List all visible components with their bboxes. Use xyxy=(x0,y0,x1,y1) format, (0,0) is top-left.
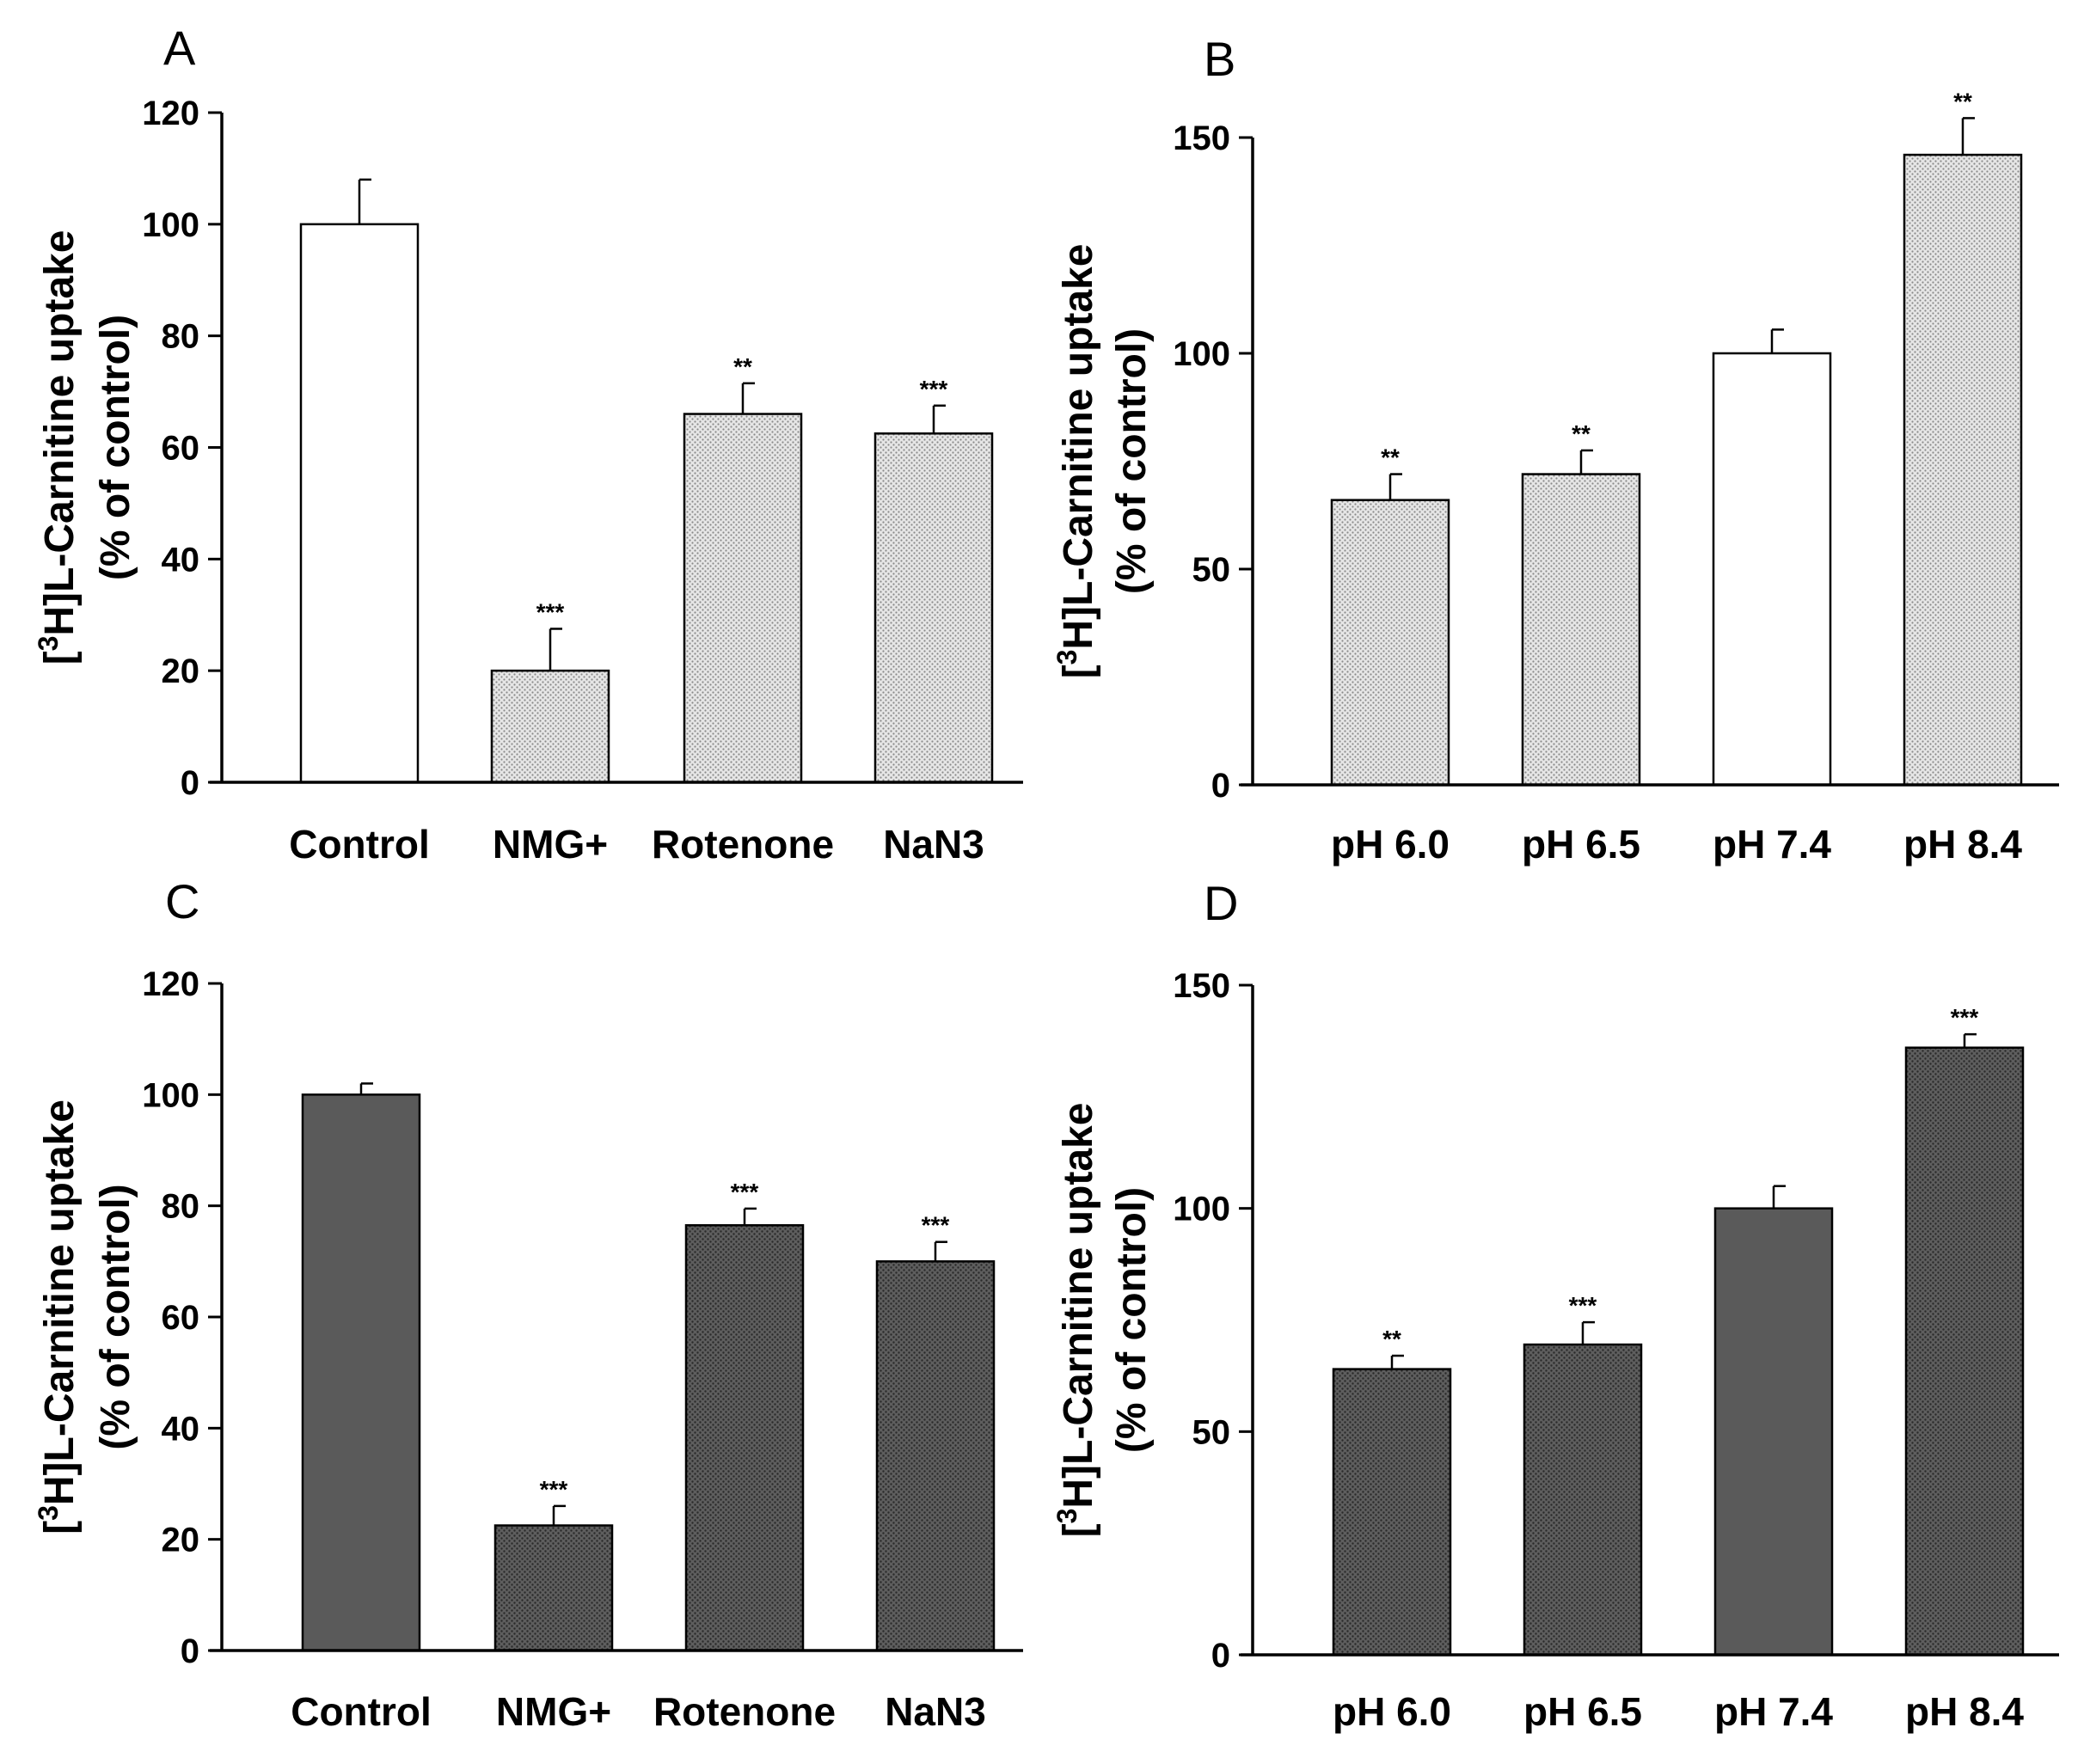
y-tick-label: 20 xyxy=(162,1522,200,1559)
significance-marker: *** xyxy=(920,376,948,402)
significance-marker: *** xyxy=(540,1476,568,1503)
y-axis-label-units: (% of control) xyxy=(93,315,138,580)
y-axis-label-units: (% of control) xyxy=(1109,1187,1155,1453)
y-tick-label: 0 xyxy=(181,764,199,802)
bar xyxy=(490,669,610,784)
y-tick-label: 0 xyxy=(1211,767,1230,805)
bar xyxy=(684,1224,805,1652)
category-label: pH 6.0 xyxy=(1331,822,1450,867)
bar xyxy=(1713,1207,1834,1657)
significance-marker: *** xyxy=(1951,1004,1979,1031)
bar xyxy=(301,1093,421,1652)
y-tick-label: 60 xyxy=(162,1299,200,1337)
category-label: pH 8.4 xyxy=(1903,822,2022,867)
category-label: NaN3 xyxy=(883,822,984,867)
significance-marker: *** xyxy=(536,598,565,625)
bar xyxy=(1523,1343,1643,1657)
category-label: pH 6.5 xyxy=(1522,822,1640,867)
y-tick-label: 120 xyxy=(142,95,199,132)
bar xyxy=(683,413,803,784)
category-label: pH 6.0 xyxy=(1333,1689,1451,1734)
y-axis-label: [3H]L-Carnitine uptake xyxy=(33,1099,83,1534)
category-label: Control xyxy=(289,822,430,867)
chart-panel-d: D ** pH 6.0 *** pH 6.5 pH 7.4 *** pH 8.4 0 50 100 1… xyxy=(1051,876,2059,1734)
y-tick-label: 100 xyxy=(142,206,199,244)
y-tick-label: 60 xyxy=(162,430,200,468)
category-label: pH 7.4 xyxy=(1714,1689,1833,1734)
category-label: Control xyxy=(291,1689,432,1734)
y-tick-label: 40 xyxy=(162,1410,200,1448)
category-label: NMG+ xyxy=(493,822,608,867)
bar xyxy=(1904,1046,2025,1657)
chart-panel-c: C Control *** NMG+ *** Rotenone *** NaN3 0 20 40 60… xyxy=(33,874,1023,1734)
category-label: pH 7.4 xyxy=(1713,822,1831,867)
y-tick-label: 80 xyxy=(162,1188,200,1226)
y-tick-label: 50 xyxy=(1192,1413,1231,1451)
panel-letter: C xyxy=(165,874,199,928)
y-tick-label: 150 xyxy=(1173,119,1230,157)
y-tick-label: 20 xyxy=(162,652,200,690)
chart-panel-b: B ** pH 6.0 ** pH 6.5 pH 7.4 ** pH 8.4 0 50 100 150… xyxy=(1051,32,2059,867)
y-tick-label: 0 xyxy=(1211,1637,1230,1675)
significance-marker: ** xyxy=(1382,1326,1401,1352)
panel-letter: A xyxy=(163,21,196,75)
category-label: Rotenone xyxy=(653,1689,836,1734)
y-tick-label: 100 xyxy=(1173,1191,1230,1228)
bar xyxy=(873,432,994,784)
y-tick-label: 120 xyxy=(142,965,199,1003)
bar xyxy=(1903,153,2023,787)
bar xyxy=(1332,1368,1452,1657)
category-label: Rotenone xyxy=(652,822,834,867)
y-tick-label: 50 xyxy=(1192,551,1231,589)
panel-letter: B xyxy=(1204,32,1235,86)
y-tick-label: 40 xyxy=(162,541,200,579)
y-tick-label: 0 xyxy=(181,1632,199,1670)
y-axis-label: [3H]L-Carnitine uptake xyxy=(1051,244,1101,679)
panel-letter: D xyxy=(1204,876,1238,930)
bar xyxy=(1330,499,1450,787)
category-label: NaN3 xyxy=(885,1689,986,1734)
chart-panel-a: A Control *** NMG+ ** Rotenone *** NaN3 0 20 40 60 8… xyxy=(33,21,1023,867)
y-tick-label: 150 xyxy=(1173,967,1230,1005)
y-axis-label-units: (% of control) xyxy=(93,1184,138,1449)
significance-marker: *** xyxy=(731,1179,759,1205)
bar xyxy=(875,1260,996,1652)
significance-marker: ** xyxy=(1953,88,1972,114)
significance-marker: *** xyxy=(922,1212,950,1239)
y-axis-label: [3H]L-Carnitine uptake xyxy=(33,230,83,665)
significance-marker: ** xyxy=(1381,444,1400,471)
y-tick-label: 100 xyxy=(142,1076,199,1114)
y-tick-label: 80 xyxy=(162,318,200,356)
category-label: pH 8.4 xyxy=(1905,1689,2024,1734)
significance-marker: ** xyxy=(1572,420,1591,447)
y-tick-label: 100 xyxy=(1173,335,1230,373)
significance-marker: *** xyxy=(1569,1292,1597,1319)
bar xyxy=(1521,473,1641,787)
category-label: NMG+ xyxy=(496,1689,611,1734)
significance-marker: ** xyxy=(733,353,752,380)
bar xyxy=(493,1524,614,1652)
category-label: pH 6.5 xyxy=(1523,1689,1642,1734)
y-axis-label-units: (% of control) xyxy=(1109,328,1155,594)
bar xyxy=(299,223,420,784)
bar xyxy=(1712,352,1832,787)
y-axis-label: [3H]L-Carnitine uptake xyxy=(1051,1103,1101,1538)
